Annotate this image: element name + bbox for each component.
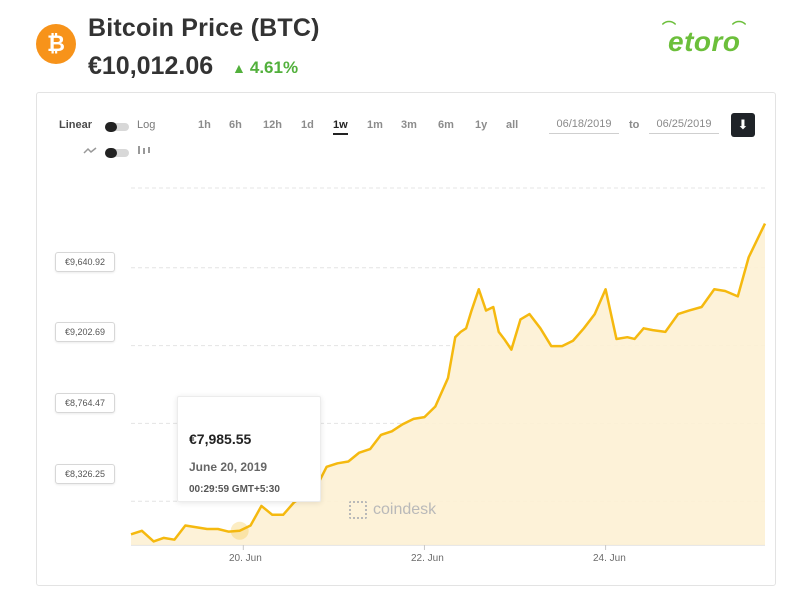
brand-horn-right-icon: ⌒ (732, 20, 747, 36)
hover-marker (230, 521, 249, 540)
range-3m[interactable]: 3m (401, 119, 417, 131)
watermark-text: coindesk (373, 501, 437, 518)
y-tick-label: €8,764.47 (55, 393, 115, 413)
y-tick-label: €9,640.92 (55, 252, 115, 272)
date-to-label: to (629, 119, 640, 131)
range-12h[interactable]: 12h (263, 119, 282, 131)
up-arrow-icon: ▲ (232, 60, 246, 76)
line-chart-icon[interactable] (83, 147, 97, 155)
date-to-input[interactable] (649, 115, 719, 134)
price-chart[interactable] (37, 93, 775, 585)
page-title: Bitcoin Price (BTC) (88, 14, 320, 42)
chart-tooltip: €7,985.55 June 20, 2019 00:29:59 GMT+5:3… (177, 396, 321, 502)
coindesk-watermark: coindesk (349, 501, 436, 519)
price-change-value: 4.61% (249, 58, 299, 77)
range-1y[interactable]: 1y (475, 119, 488, 131)
scale-toggle-knob (105, 122, 117, 132)
price-change: ▲ 4.61% (232, 58, 298, 78)
y-tick-label: €8,326.25 (55, 464, 115, 484)
range-6m[interactable]: 6m (438, 119, 454, 131)
x-tick-label: 22. Jun (411, 553, 444, 564)
range-1w[interactable]: 1w (333, 119, 348, 135)
chart-type-toggle-knob (105, 148, 117, 158)
range-all[interactable]: all (506, 119, 519, 131)
range-6h[interactable]: 6h (229, 119, 242, 131)
y-tick-label: €9,202.69 (55, 322, 115, 342)
brand-logo[interactable]: ⌒ etoro ⌒ (662, 20, 746, 58)
range-1d[interactable]: 1d (301, 119, 314, 131)
tooltip-date: June 20, 2019 (189, 460, 268, 474)
brand-logo-text: etoro (668, 26, 741, 57)
date-from-input[interactable] (549, 115, 619, 134)
brand-horn-left-icon: ⌒ (662, 20, 677, 36)
series-line (130, 222, 767, 543)
coindesk-logo-icon (349, 501, 367, 519)
scale-log-label[interactable]: Log (137, 119, 156, 131)
scale-toggle[interactable] (105, 122, 129, 132)
download-button[interactable]: ⬇ (731, 113, 755, 137)
chart-type-toggle[interactable] (105, 148, 129, 158)
download-icon: ⬇ (737, 117, 749, 132)
tooltip-time: 00:29:59 GMT+5:30 (189, 484, 280, 495)
scale-linear-label[interactable]: Linear (59, 119, 93, 131)
current-price: €10,012.06 (88, 52, 214, 80)
chart-card: Linear Log 1h 6h 12h 1d 1w 1m 3m 6m 1y a… (36, 92, 776, 586)
range-1h[interactable]: 1h (198, 119, 211, 131)
range-1m[interactable]: 1m (367, 119, 383, 131)
x-tick-label: 20. Jun (229, 553, 262, 564)
tooltip-price: €7,985.55 (189, 431, 252, 447)
bitcoin-logo-icon: ₿ (36, 24, 76, 64)
candlestick-icon[interactable] (137, 145, 151, 155)
series-area (131, 223, 765, 545)
x-tick-label: 24. Jun (593, 553, 626, 564)
price-header: ₿ Bitcoin Price (BTC) €10,012.06 ▲ 4.61% … (0, 0, 792, 90)
